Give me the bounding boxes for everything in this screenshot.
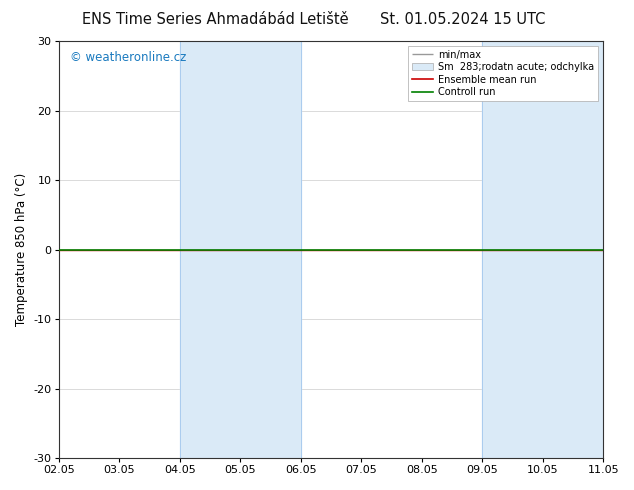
Bar (482, 41, 603, 458)
Legend: min/max, Sm  283;rodatn acute; odchylka, Ensemble mean run, Controll run: min/max, Sm 283;rodatn acute; odchylka, … (408, 46, 598, 101)
Bar (179, 41, 301, 458)
Text: ENS Time Series Ahmadábád Letiště: ENS Time Series Ahmadábád Letiště (82, 12, 349, 27)
Y-axis label: Temperature 850 hPa (°C): Temperature 850 hPa (°C) (15, 173, 28, 326)
Text: © weatheronline.cz: © weatheronline.cz (70, 51, 186, 65)
Text: St. 01.05.2024 15 UTC: St. 01.05.2024 15 UTC (380, 12, 545, 27)
